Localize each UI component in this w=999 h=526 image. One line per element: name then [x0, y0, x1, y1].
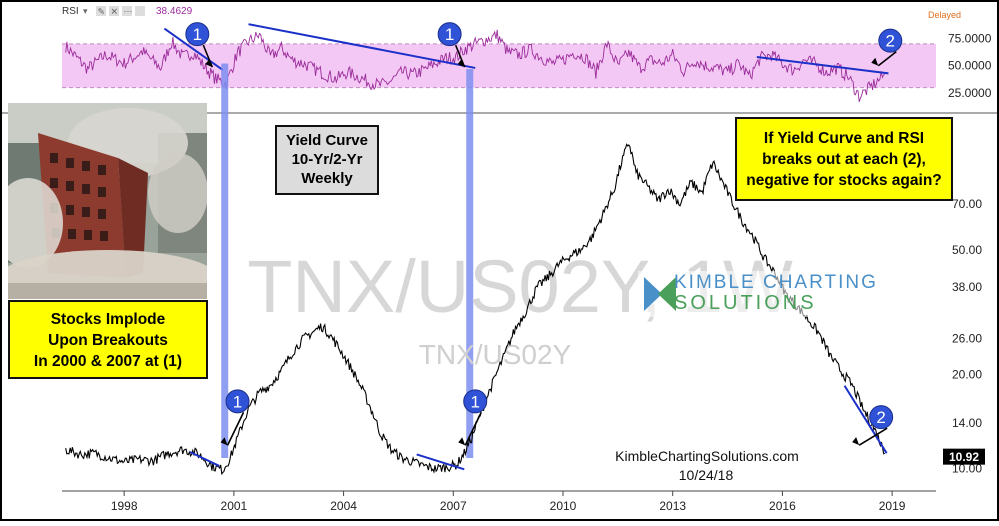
price-trendline [843, 385, 888, 454]
marker-label: 2 [876, 408, 885, 427]
marker-label: 1 [445, 25, 454, 44]
rsi-series-line [65, 29, 885, 102]
implode-line-3: In 2000 & 2007 at (1) [33, 353, 183, 370]
stocks-implode-callout: Stocks Implode Upon Breakouts In 2000 & … [8, 300, 208, 379]
rsi-trendline [163, 27, 224, 71]
date-label: 10/24/18 [679, 467, 734, 483]
x-tick-label: 2013 [659, 499, 686, 513]
breakout-line-2: breaks out at each (2), [762, 151, 926, 168]
kimble-logo: KIMBLE CHARTING SOLUTIONS [638, 271, 876, 317]
delayed-status: Delayed [928, 10, 961, 20]
x-tick-label: 1998 [111, 499, 138, 513]
x-tick-label: 2007 [440, 499, 467, 513]
marker-arrow [858, 427, 888, 446]
last-value-label: 10.92 [949, 450, 979, 464]
x-tick-label: 2019 [879, 499, 906, 513]
rsi-pane: 25.0000 50.0000 75.0000 1 1 2 [62, 22, 992, 102]
price-tick-label: 14.00 [952, 416, 982, 430]
settings-icon[interactable]: ✎ [96, 6, 106, 17]
breakout-question-callout: If Yield Curve and RSI breaks out at eac… [735, 117, 953, 201]
yield-curve-line-2: 10-Yr/2-Yr [291, 151, 363, 168]
marker-label: 2 [886, 32, 895, 51]
rsi-trendline [756, 55, 889, 75]
x-tick-label: 2010 [550, 499, 577, 513]
breakout-vertical-band [466, 69, 474, 458]
marker-circle [437, 22, 462, 47]
source-label: KimbleChartingSolutions.com [615, 448, 799, 464]
marker-circle [185, 22, 210, 47]
x-tick-label: 2004 [330, 499, 357, 513]
price-tick-label: 26.00 [952, 332, 982, 346]
symbol-watermark: TNX/US02Y [419, 339, 572, 370]
marker-arrowhead [205, 59, 213, 68]
marker-arrow [464, 412, 482, 446]
marker-arrow [226, 412, 245, 446]
marker-circle [225, 389, 250, 414]
price-tick-label: 70.00 [952, 197, 982, 211]
marker-arrow [877, 51, 897, 67]
marker-arrowhead [871, 57, 879, 66]
logo-mark-icon [644, 277, 676, 311]
marker-arrowhead [852, 437, 860, 446]
marker-label: 1 [233, 392, 242, 411]
x-tick-label: 2016 [769, 499, 796, 513]
svg-text:✕: ✕ [111, 7, 119, 17]
rsi-trendline [248, 23, 476, 69]
rsi-dropdown-icon[interactable]: ▾ [83, 6, 88, 16]
demolition-photo [8, 103, 207, 299]
toolbar-square[interactable] [135, 6, 145, 16]
marker-circle [878, 28, 903, 53]
marker-label: 1 [470, 392, 479, 411]
logo-line-2: SOLUTIONS [674, 292, 817, 314]
breakout-line-3: negative for stocks again? [746, 172, 942, 189]
marker-circle [869, 405, 894, 430]
yield-curve-callout: Yield Curve 10-Yr/2-Yr Weekly [275, 125, 379, 195]
price-trendline [189, 451, 220, 467]
rsi-tick-label: 50.0000 [948, 59, 992, 73]
rsi-label: RSI [62, 6, 79, 17]
more-icon[interactable]: ⋯ [122, 6, 133, 16]
svg-text:⋯: ⋯ [124, 6, 133, 16]
yield-curve-line-1: Yield Curve [286, 132, 368, 149]
marker-label: 1 [193, 25, 202, 44]
marker-arrowhead [220, 437, 228, 446]
x-tick-label: 2001 [221, 499, 248, 513]
implode-line-2: Upon Breakouts [48, 332, 168, 349]
close-icon[interactable]: ✕ [109, 6, 119, 17]
marker-arrowhead [458, 437, 466, 446]
breakout-line-1: If Yield Curve and RSI [763, 130, 925, 147]
marker-circle [463, 389, 488, 414]
implode-line-1: Stocks Implode [50, 311, 166, 328]
rsi-current-value: 38.4629 [156, 6, 193, 17]
rsi-tick-label: 25.0000 [948, 86, 992, 100]
price-tick-label: 10.00 [952, 462, 982, 476]
price-tick-label: 20.00 [952, 367, 982, 381]
logo-line-1: KIMBLE CHARTING [674, 272, 878, 293]
last-value-tag [943, 448, 985, 465]
yield-curve-line-3: Weekly [301, 170, 353, 187]
price-trendline [416, 453, 465, 471]
breakout-vertical-band [221, 63, 229, 459]
marker-arrowhead [457, 59, 465, 68]
rsi-tick-label: 75.0000 [948, 31, 992, 45]
price-tick-label: 50.00 [952, 243, 982, 257]
rsi-band [62, 43, 936, 88]
price-tick-label: 38.00 [952, 280, 982, 294]
svg-text:✎: ✎ [98, 7, 106, 17]
